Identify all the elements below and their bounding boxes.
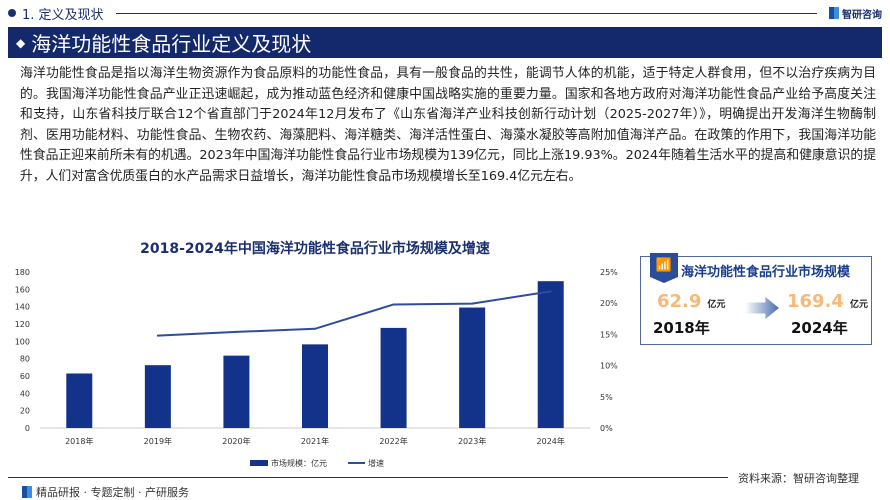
x-tick-label: 2018年 (65, 436, 93, 446)
market-size-card: 📶 海洋功能性食品行业市场规模 62.9 亿元 2018年 169.4 亿元 2… (640, 253, 872, 345)
y-tick-label: 80 (20, 355, 30, 364)
growth-point (156, 334, 159, 337)
footer-slogan: 精品研报 · 专题定制 · 产研服务 (22, 484, 189, 500)
y2-tick-label: 15% (600, 330, 618, 339)
y2-tick-label: 20% (600, 299, 618, 308)
legend-line-label: 增速 (368, 458, 384, 468)
unit-2024: 亿元 (849, 300, 868, 310)
logo-icon (829, 7, 839, 19)
y-tick-label: 180 (15, 268, 30, 277)
footer-divider (8, 477, 728, 478)
x-tick-label: 2020年 (222, 436, 250, 446)
growth-point (235, 330, 238, 333)
y-tick-label: 60 (20, 372, 30, 381)
y-tick-label: 40 (20, 389, 30, 398)
page-banner: ◆ 海洋功能性食品行业定义及现状 (8, 27, 882, 58)
y-tick-label: 0 (25, 424, 30, 433)
y2-tick-label: 25% (600, 268, 618, 277)
x-tick-label: 2021年 (301, 436, 329, 446)
bar (380, 327, 407, 428)
growth-point (392, 303, 395, 306)
x-tick-label: 2019年 (144, 436, 172, 446)
card-title: 海洋功能性食品行业市场规模 (681, 265, 851, 280)
y2-tick-label: 0% (600, 424, 613, 433)
section-header: 1. 定义及现状 智研咨询 (8, 4, 882, 23)
y-tick-label: 100 (15, 337, 30, 346)
y-tick-label: 140 (15, 303, 30, 312)
x-tick-label: 2023年 (458, 436, 486, 446)
y-tick-label: 160 (15, 285, 30, 294)
y-tick-label: 20 (20, 407, 30, 416)
page-title: 海洋功能性食品行业定义及现状 (31, 32, 312, 56)
bar (537, 281, 564, 428)
intro-paragraph: 海洋功能性食品是指以海洋生物资源作为食品原料的功能性食品，具有一般食品的共性，能… (20, 66, 876, 184)
legend-bar-swatch (250, 460, 268, 466)
x-tick-label: 2024年 (537, 436, 565, 446)
y2-tick-label: 5% (600, 393, 613, 402)
unit-2018: 亿元 (707, 300, 726, 310)
growth-point (314, 327, 316, 330)
growth-point (471, 302, 474, 305)
legend-bar-label: 市场规模：亿元 (271, 458, 327, 468)
value-row-2018: 62.9 亿元 (657, 291, 725, 313)
bullet-icon (8, 9, 16, 17)
growth-point (549, 290, 552, 293)
growth-line (157, 290, 551, 337)
bar (459, 307, 486, 428)
diamond-icon: ◆ (16, 35, 26, 50)
arrow-right-icon (745, 297, 779, 319)
x-tick-label: 2022年 (379, 436, 407, 446)
bar (144, 365, 171, 428)
bar (302, 344, 328, 428)
slogan-text: 精品研报 · 专题定制 · 产研服务 (36, 486, 189, 499)
value-2018: 62.9 (657, 291, 702, 312)
logo-icon (22, 486, 32, 498)
year-2018: 2018年 (653, 319, 710, 337)
bar (66, 373, 93, 428)
year-2024: 2024年 (791, 319, 848, 337)
y-tick-label: 120 (15, 320, 30, 329)
y2-tick-label: 10% (600, 362, 618, 371)
value-2024: 169.4 (787, 291, 844, 312)
section-title: 1. 定义及现状 (22, 7, 104, 23)
data-source: 资料来源：智研咨询整理 (738, 472, 859, 485)
chart-title: 2018-2024年中国海洋功能性食品行业市场规模及增速 (140, 241, 490, 257)
brand-name: 智研咨询 (842, 9, 882, 21)
chart-growth-icon: 📶 (650, 253, 678, 283)
divider (115, 12, 817, 14)
value-row-2024: 169.4 亿元 (787, 291, 868, 313)
bar (223, 355, 250, 428)
brand-logo: 智研咨询 (829, 6, 882, 21)
